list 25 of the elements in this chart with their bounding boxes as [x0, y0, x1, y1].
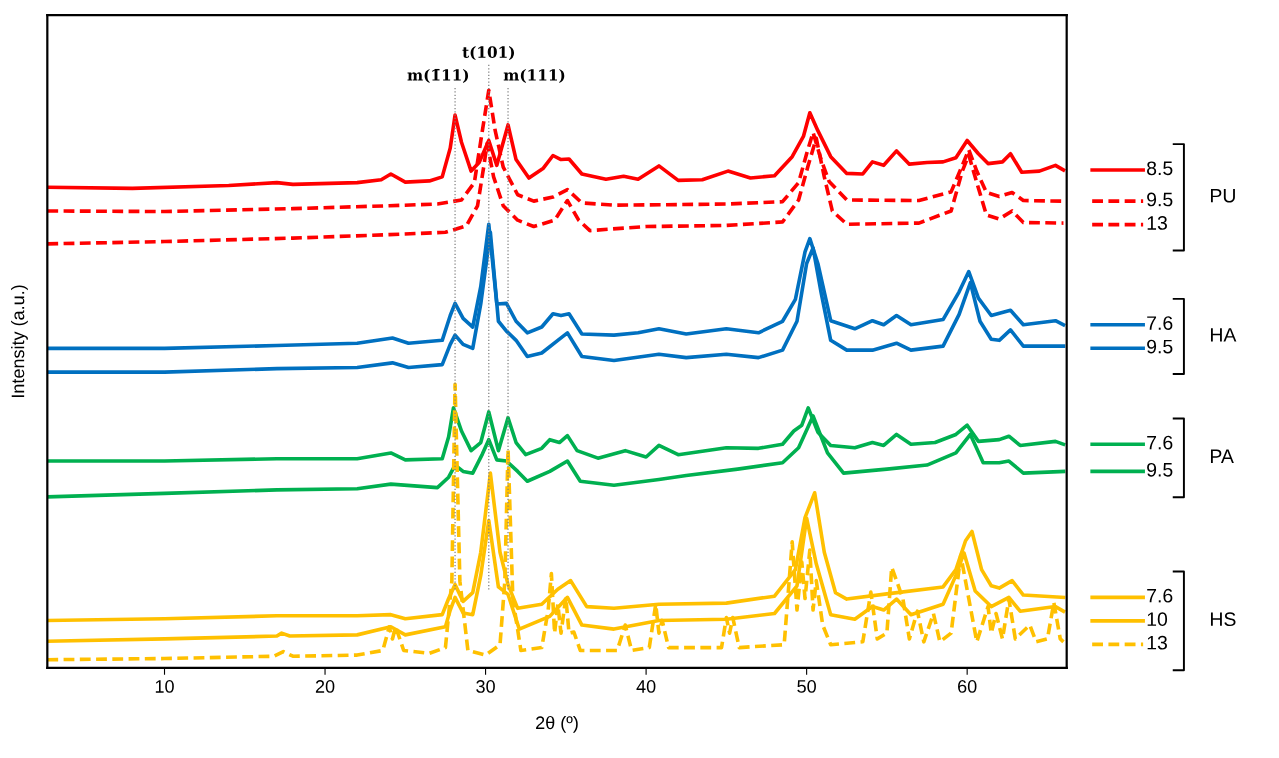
- ref-line-label: m(111): [503, 68, 565, 83]
- x-tick-label: 40: [636, 680, 656, 693]
- legend-label: 13: [1147, 216, 1167, 230]
- legend-label: 7.6: [1147, 588, 1173, 603]
- ref-line-label: m(1̄11): [407, 68, 469, 83]
- x-tick-label: 60: [958, 680, 977, 693]
- legend-label: 7.6: [1147, 316, 1173, 330]
- x-tick-label: 20: [315, 680, 335, 693]
- text: PA: [1210, 449, 1234, 463]
- legend-label: 7.6: [1147, 435, 1173, 450]
- x-tick-label: 10: [155, 680, 174, 693]
- legend-label: 9.5: [1147, 462, 1173, 477]
- x-axis-title: 2θ (º): [536, 715, 578, 733]
- legend-label: 13: [1147, 635, 1167, 650]
- ref-line-label: t(101): [462, 46, 515, 61]
- legend-label: 9.5: [1147, 339, 1173, 354]
- legend-label: 9.5: [1147, 192, 1173, 207]
- legend-label: 8.5: [1147, 161, 1173, 176]
- text: PU: [1210, 188, 1235, 203]
- text: HS: [1210, 612, 1236, 627]
- legend-label: 10: [1147, 612, 1168, 627]
- text: HA: [1210, 328, 1237, 342]
- x-tick-label: 30: [476, 680, 495, 693]
- x-tick-label: 50: [797, 680, 816, 693]
- y-axis-title: Intensity (a.u.): [11, 285, 28, 398]
